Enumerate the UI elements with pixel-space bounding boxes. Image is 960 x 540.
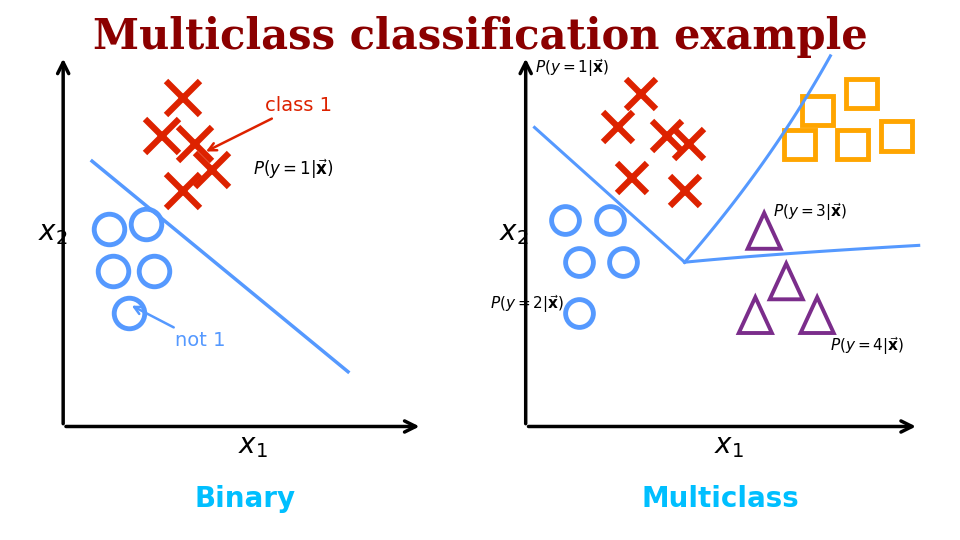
Text: class 1: class 1 [208, 96, 332, 150]
Text: ONLINE: ONLINE [226, 511, 272, 521]
Text: Andrew Ng: Andrew Ng [847, 508, 941, 523]
Text: $P(y=4|\vec{\mathbf{x}})$: $P(y=4|\vec{\mathbf{x}})$ [830, 335, 904, 357]
Bar [837, 130, 868, 159]
Bar [881, 121, 912, 151]
Text: Stanford: Stanford [173, 507, 272, 525]
Text: $x_2$: $x_2$ [499, 219, 529, 247]
Text: $x_2$: $x_2$ [38, 219, 68, 247]
Bar [784, 130, 815, 159]
Bar [802, 96, 832, 125]
Text: $P(y=3|\vec{\mathbf{x}})$: $P(y=3|\vec{\mathbf{x}})$ [773, 201, 847, 222]
Text: Multiclass: Multiclass [641, 485, 799, 514]
Text: $x_1$: $x_1$ [238, 432, 268, 460]
Text: Binary: Binary [194, 485, 296, 514]
Text: $P(y=1|\vec{\mathbf{x}})$: $P(y=1|\vec{\mathbf{x}})$ [535, 57, 609, 79]
Text: Multiclass classification example: Multiclass classification example [92, 16, 868, 58]
Bar [846, 79, 876, 109]
Text: $x_1$: $x_1$ [714, 432, 744, 460]
Text: $P(y=1|\vec{\mathbf{x}})$: $P(y=1|\vec{\mathbf{x}})$ [253, 158, 334, 181]
Text: $P(y=2|\vec{\mathbf{x}})$: $P(y=2|\vec{\mathbf{x}})$ [491, 293, 564, 315]
Text: Ⓣ DeepLearning.AI: Ⓣ DeepLearning.AI [19, 509, 163, 523]
Text: not 1: not 1 [134, 307, 226, 350]
